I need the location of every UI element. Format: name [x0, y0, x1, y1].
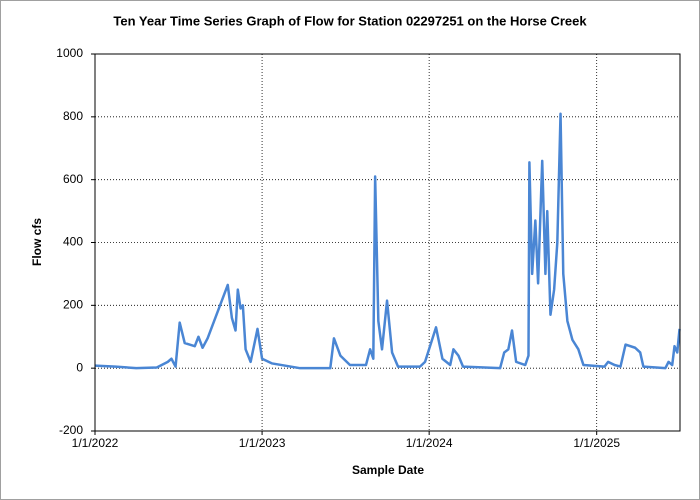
y-tick-label: 0 — [76, 360, 83, 374]
y-tick-label: 800 — [63, 109, 83, 123]
chart-title: Ten Year Time Series Graph of Flow for S… — [113, 13, 587, 28]
x-tick-label: 1/1/2024 — [406, 436, 453, 450]
x-tick-label: 1/1/2025 — [573, 436, 620, 450]
y-tick-label: -200 — [59, 423, 83, 437]
y-tick-label: 200 — [63, 298, 83, 312]
y-tick-label: 400 — [63, 235, 83, 249]
y-tick-label: 600 — [63, 172, 83, 186]
plot-area — [94, 53, 681, 432]
plot-border — [94, 53, 681, 432]
y-tick-label: 1000 — [56, 46, 83, 60]
x-axis-title: Sample Date — [352, 463, 424, 477]
x-tick-label: 1/1/2022 — [72, 436, 119, 450]
x-tick-label: 1/1/2023 — [239, 436, 286, 450]
y-axis-title: Flow cfs — [30, 218, 44, 266]
flow-line — [94, 112, 681, 370]
